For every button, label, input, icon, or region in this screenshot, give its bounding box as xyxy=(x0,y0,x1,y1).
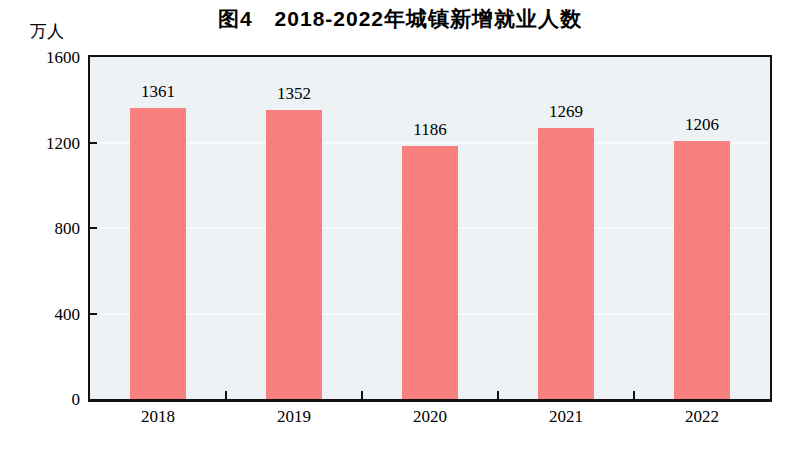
bar-value-label-2018: 1361 xyxy=(108,82,208,102)
x-tick-label-2021: 2021 xyxy=(498,407,634,427)
y-tick-label-0: 0 xyxy=(28,391,80,408)
gridline-1200 xyxy=(90,142,770,144)
bar-2018 xyxy=(130,108,186,399)
y-tick-mark-800 xyxy=(90,227,97,229)
y-tick-label-800: 800 xyxy=(28,220,80,237)
y-tick-label-1600: 1600 xyxy=(28,49,80,66)
bar-2019 xyxy=(266,110,322,399)
x-tick-mark-2 xyxy=(361,391,363,399)
plot-area: 1361 1352 1186 1269 1206 xyxy=(88,55,772,402)
bar-2022 xyxy=(674,141,730,399)
x-tick-label-2019: 2019 xyxy=(226,407,362,427)
bar-value-label-2019: 1352 xyxy=(244,84,344,104)
y-tick-mark-400 xyxy=(90,313,97,315)
bar-2020 xyxy=(402,146,458,400)
bar-2021 xyxy=(538,128,594,399)
plot-inner: 1361 1352 1186 1269 1206 xyxy=(90,57,770,399)
bar-value-label-2020: 1186 xyxy=(380,120,480,140)
bar-value-label-2022: 1206 xyxy=(652,115,752,135)
x-tick-label-2020: 2020 xyxy=(362,407,498,427)
x-tick-mark-4 xyxy=(633,391,635,399)
x-tick-mark-3 xyxy=(497,391,499,399)
bar-value-label-2021: 1269 xyxy=(516,102,616,122)
x-tick-mark-1 xyxy=(225,391,227,399)
x-tick-label-2018: 2018 xyxy=(90,407,226,427)
chart-title: 图4 2018-2022年城镇新增就业人数 xyxy=(0,5,800,33)
x-tick-label-2022: 2022 xyxy=(634,407,770,427)
y-tick-label-1200: 1200 xyxy=(28,135,80,152)
figure-canvas: 图4 2018-2022年城镇新增就业人数 万人 1361 1352 1186 126… xyxy=(0,0,800,449)
y-tick-mark-1200 xyxy=(90,142,97,144)
y-axis-unit-label: 万人 xyxy=(30,20,64,43)
y-tick-label-400: 400 xyxy=(28,306,80,323)
